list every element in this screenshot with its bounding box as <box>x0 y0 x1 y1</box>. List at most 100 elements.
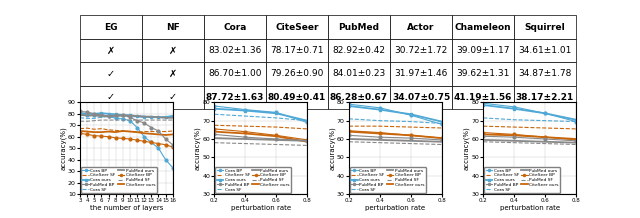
PubMed BP <box>97 114 105 116</box>
CiteSeer BP <box>90 134 98 137</box>
PubMed SF <box>407 142 415 145</box>
Line: CiteSeer SF: CiteSeer SF <box>349 126 442 128</box>
Cora SF <box>303 119 311 122</box>
Line: Cora ours: Cora ours <box>79 112 174 119</box>
Legend: Cora BP, CiteSeer SF, Cora ours, PubMed BP, Cora SF, PubMed ours, CiteSeer BP, P: Cora BP, CiteSeer SF, Cora ours, PubMed … <box>215 167 291 193</box>
CiteSeer SF <box>572 128 580 130</box>
Line: PubMed SF: PubMed SF <box>349 142 442 145</box>
CiteSeer ours <box>303 140 311 143</box>
CiteSeer ours <box>97 131 105 133</box>
PubMed ours <box>119 114 127 117</box>
Line: CiteSeer BP: CiteSeer BP <box>79 132 174 148</box>
Line: Cora ours: Cora ours <box>213 107 308 122</box>
CiteSeer ours <box>83 130 91 133</box>
Line: CiteSeer ours: CiteSeer ours <box>349 132 442 138</box>
CiteSeer ours <box>133 131 141 133</box>
Line: PubMed ours: PubMed ours <box>214 138 307 141</box>
Line: CiteSeer ours: CiteSeer ours <box>214 132 307 142</box>
PubMed SF <box>83 120 91 123</box>
Line: PubMed ours: PubMed ours <box>80 115 173 118</box>
Cora ours <box>303 119 311 122</box>
PubMed SF <box>510 141 518 144</box>
Cora ours <box>438 120 445 123</box>
PubMed SF <box>438 143 445 146</box>
PubMed ours <box>112 115 120 117</box>
Cora BP <box>572 120 580 123</box>
Line: PubMed ours: PubMed ours <box>483 140 576 143</box>
CiteSeer ours <box>510 134 518 137</box>
CiteSeer BP <box>211 128 218 130</box>
PubMed BP <box>126 116 134 119</box>
PubMed BP <box>105 115 113 117</box>
Cora ours <box>376 108 383 111</box>
CiteSeer ours <box>376 132 383 135</box>
CiteSeer SF <box>438 127 445 129</box>
Cora BP <box>211 105 218 107</box>
CiteSeer SF <box>510 126 518 128</box>
Cora ours <box>76 112 84 114</box>
Cora ours <box>155 116 163 119</box>
Cora ours <box>572 118 580 121</box>
PubMed SF <box>376 141 383 144</box>
Cora ours <box>133 115 141 117</box>
PubMed BP <box>303 140 311 142</box>
CiteSeer BP <box>241 130 249 133</box>
PubMed ours <box>241 138 249 140</box>
PubMed ours <box>97 115 105 117</box>
Line: CiteSeer ours: CiteSeer ours <box>80 131 173 135</box>
PubMed ours <box>510 140 518 142</box>
PubMed BP <box>155 130 163 132</box>
Cora BP <box>303 121 311 124</box>
PubMed BP <box>479 135 487 138</box>
CiteSeer BP <box>162 143 170 146</box>
Line: Cora SF: Cora SF <box>483 118 576 122</box>
CiteSeer SF <box>479 125 487 128</box>
PubMed ours <box>169 116 177 119</box>
Cora SF <box>572 120 580 123</box>
PubMed ours <box>438 140 445 143</box>
PubMed SF <box>112 119 120 121</box>
CiteSeer SF <box>133 131 141 133</box>
PubMed SF <box>572 143 580 146</box>
Cora ours <box>105 112 113 115</box>
CiteSeer BP <box>140 140 148 143</box>
CiteSeer BP <box>572 139 580 141</box>
CiteSeer BP <box>155 142 163 145</box>
PubMed SF <box>97 119 105 121</box>
PubMed ours <box>162 116 170 119</box>
PubMed SF <box>541 142 549 145</box>
Y-axis label: accuracy(%): accuracy(%) <box>463 126 470 170</box>
PubMed ours <box>133 115 141 117</box>
PubMed SF <box>303 144 311 147</box>
PubMed SF <box>133 119 141 121</box>
Cora ours <box>541 112 549 115</box>
Cora SF <box>97 116 105 119</box>
CiteSeer BP <box>112 136 120 139</box>
PubMed SF <box>90 119 98 122</box>
CiteSeer BP <box>76 132 84 135</box>
Cora ours <box>140 115 148 118</box>
PubMed SF <box>105 119 113 121</box>
Cora SF <box>105 115 113 118</box>
CiteSeer SF <box>147 130 155 133</box>
CiteSeer ours <box>126 130 134 133</box>
Line: Cora SF: Cora SF <box>214 114 307 121</box>
CiteSeer SF <box>83 127 91 129</box>
Cora SF <box>90 117 98 120</box>
CiteSeer SF <box>407 126 415 128</box>
PubMed BP <box>119 114 127 116</box>
CiteSeer ours <box>162 134 170 136</box>
CiteSeer ours <box>541 136 549 138</box>
PubMed BP <box>510 136 518 138</box>
PubMed BP <box>211 133 218 136</box>
CiteSeer BP <box>133 139 141 141</box>
Cora SF <box>510 118 518 121</box>
CiteSeer SF <box>126 130 134 133</box>
CiteSeer SF <box>119 130 127 132</box>
PubMed BP <box>376 136 383 138</box>
CiteSeer SF <box>345 125 353 128</box>
Y-axis label: accuracy(%): accuracy(%) <box>195 126 201 170</box>
Cora ours <box>97 112 105 114</box>
Legend: Cora BP, CiteSeer SF, Cora ours, PubMed BP, Cora SF, PubMed ours, CiteSeer BP, P: Cora BP, CiteSeer SF, Cora ours, PubMed … <box>484 167 560 193</box>
CiteSeer SF <box>112 129 120 132</box>
